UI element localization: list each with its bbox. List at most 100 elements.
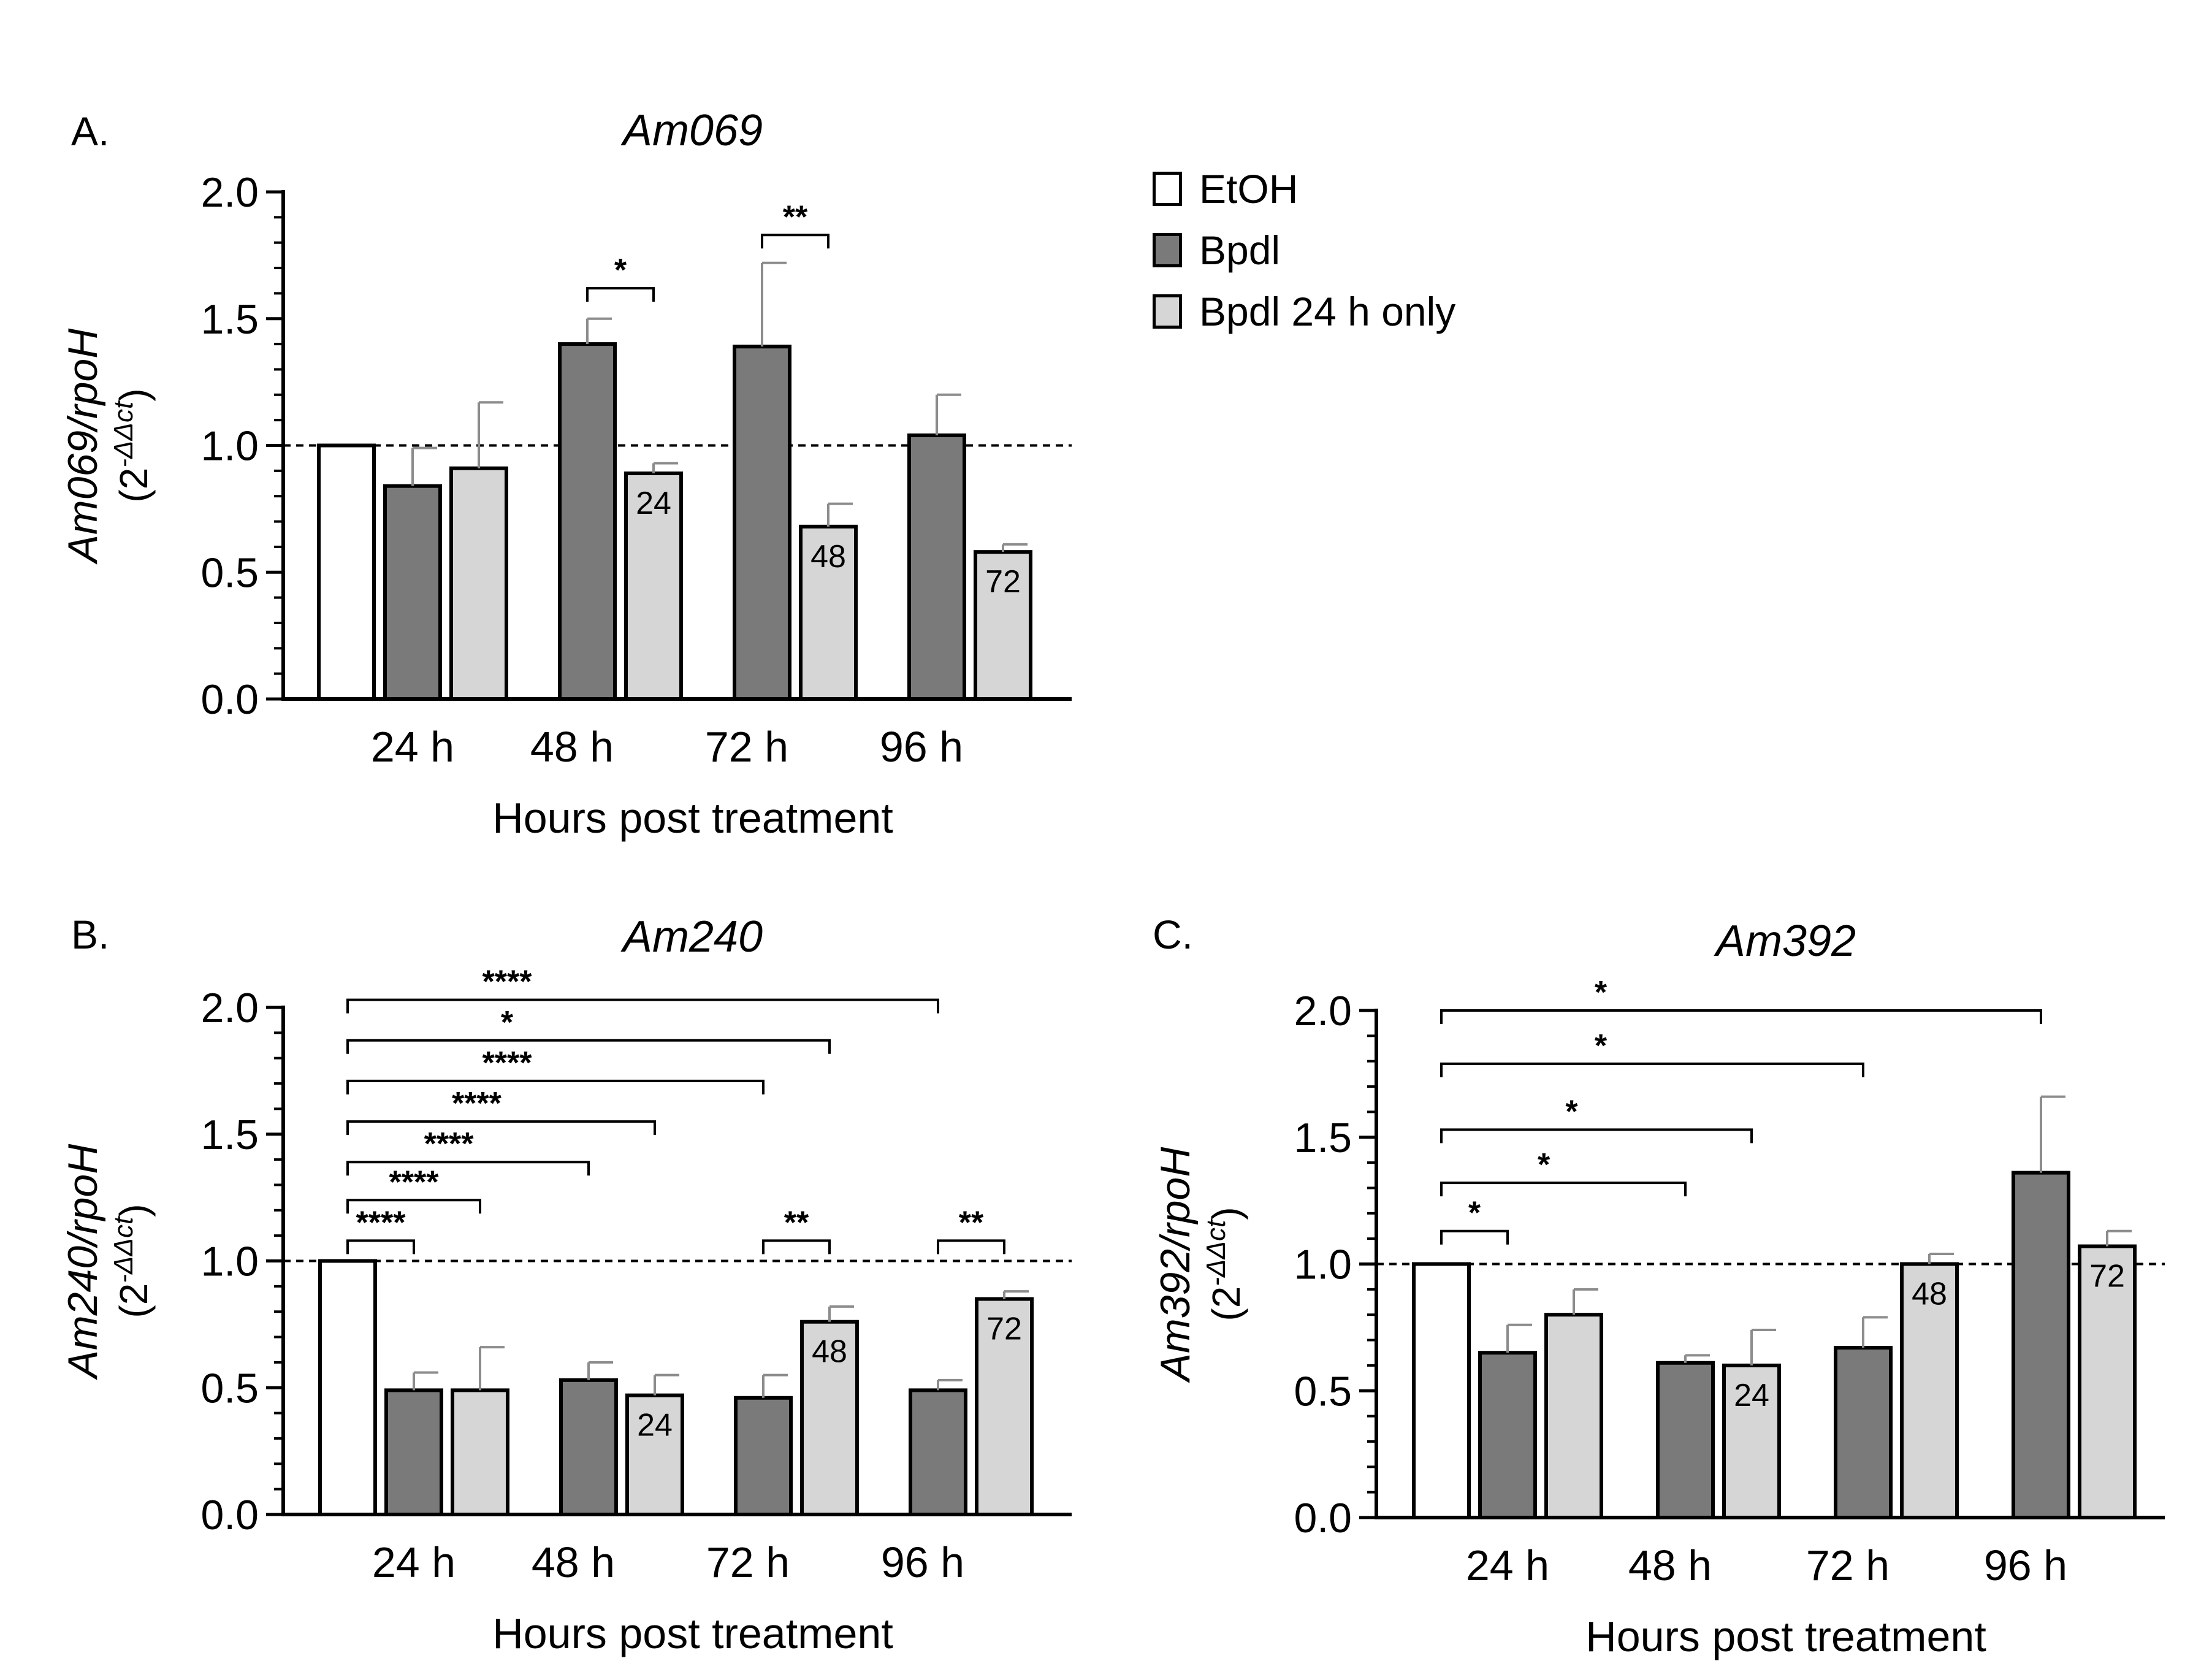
bar-label-b: 48 — [812, 1334, 847, 1370]
y-axis-sublabel-b: (2-ΔΔct) — [109, 1204, 156, 1318]
significance-bracket-b — [346, 1079, 765, 1094]
significance-label-b: **** — [424, 1126, 475, 1162]
chart-panel-c: Am392 Am392/rpoH (2-ΔΔct) 0.0 0.5 1.0 1.5 2.0 24… — [1152, 917, 2165, 1660]
significance-label-b: **** — [356, 1205, 406, 1240]
panel-label-c: C. — [1153, 912, 1193, 957]
y-tick-label-a: 2.0 — [200, 169, 259, 216]
chart-panel-a: Am069 Am069/rpoH (2-ΔΔct) 0.0 0.5 1.0 1.5 2.0 24… — [59, 106, 1072, 842]
chart-title-b: Am240 — [620, 912, 763, 961]
x-tick-label-a: 96 h — [880, 723, 963, 771]
x-tick-label-c: 48 h — [1628, 1541, 1712, 1589]
bar-label-c: 72 — [2089, 1259, 2125, 1294]
legend-item-bpdl24: Bpdl 24 h only — [1153, 281, 1455, 342]
y-tick-label-c: 1.5 — [1294, 1115, 1352, 1161]
significance-label-c: * — [1538, 1147, 1550, 1183]
legend-swatch-bpdl24 — [1153, 294, 1182, 329]
chart-title-a: Am069 — [620, 106, 763, 155]
y-axis-sublabel-c: (2-ΔΔct) — [1201, 1207, 1249, 1321]
x-tick-label-b: 72 h — [706, 1538, 790, 1586]
y-axis-sublabel-a: (2-ΔΔct) — [109, 388, 156, 502]
significance-bracket-a — [586, 287, 655, 302]
bar-c-bpdl24 — [1544, 1313, 1603, 1519]
panel-label-a: A. — [71, 109, 109, 154]
legend-swatch-etoh — [1153, 172, 1182, 206]
bar-b-bpdl — [559, 1378, 618, 1516]
significance-bracket-b — [346, 1199, 481, 1214]
x-tick-label-c: 24 h — [1466, 1541, 1549, 1589]
significance-bracket-c — [1440, 1229, 1509, 1245]
significance-bracket-c — [1440, 1128, 1753, 1144]
significance-bracket-b — [346, 1120, 656, 1136]
significance-bracket-b — [346, 1239, 415, 1255]
significance-label-c: * — [1595, 1028, 1608, 1064]
y-tick-label-b: 0.0 — [200, 1492, 259, 1538]
bar-c-etoh — [1412, 1262, 1471, 1519]
x-axis-label-a: Hours post treatment — [492, 794, 893, 842]
y-tick-label-b: 1.5 — [200, 1112, 259, 1158]
y-tick-label-a: 0.0 — [200, 676, 259, 723]
x-tick-label-b: 48 h — [532, 1538, 615, 1586]
y-tick-label-a: 1.5 — [200, 296, 259, 343]
bar-a-bpdl24 — [799, 524, 858, 701]
legend-label-bpdl: Bpdl — [1199, 227, 1281, 273]
legend: EtOH Bpdl Bpdl 24 h only — [1153, 158, 1455, 342]
x-tick-label-c: 96 h — [1984, 1541, 2067, 1589]
y-tick-label-b: 2.0 — [200, 985, 259, 1031]
x-tick-label-b: 96 h — [881, 1538, 964, 1586]
significance-label-b: ** — [784, 1205, 809, 1240]
legend-label-etoh: EtOH — [1199, 166, 1299, 212]
y-axis-label-a: Am069/rpoH — [59, 328, 106, 565]
significance-bracket-b — [346, 998, 939, 1014]
bar-c-bpdl — [2012, 1171, 2070, 1519]
legend-item-etoh: EtOH — [1153, 158, 1455, 220]
significance-bracket-c — [1440, 1062, 1864, 1077]
x-axis-label-b: Hours post treatment — [492, 1610, 893, 1657]
x-tick-label-c: 72 h — [1806, 1541, 1890, 1589]
bar-c-bpdl — [1834, 1345, 1893, 1520]
bar-b-etoh — [318, 1259, 377, 1516]
bar-b-bpdl — [384, 1388, 443, 1517]
x-tick-label-b: 24 h — [372, 1538, 456, 1586]
significance-label-c: * — [1468, 1196, 1481, 1231]
bar-c-bpdl — [1478, 1351, 1537, 1520]
y-tick-label-a: 0.5 — [200, 549, 259, 596]
x-tick-label-a: 72 h — [705, 723, 788, 771]
significance-bracket-c — [1440, 1182, 1687, 1197]
bar-a-bpdl24 — [974, 550, 1032, 701]
y-tick-label-a: 1.0 — [200, 423, 259, 470]
bar-label-a: 48 — [810, 539, 846, 575]
bar-a-bpdl — [907, 433, 966, 701]
significance-bracket-b — [937, 1239, 1005, 1255]
bar-c-bpdl24 — [1722, 1363, 1781, 1519]
panel-label-b: B. — [71, 912, 109, 957]
legend-label-bpdl24: Bpdl 24 h only — [1199, 289, 1456, 334]
bar-b-bpdl24 — [625, 1393, 684, 1517]
y-tick-label-b: 1.0 — [200, 1239, 259, 1285]
y-axis-label-b: Am240/rpoH — [59, 1144, 106, 1381]
significance-label-b: **** — [452, 1086, 502, 1121]
bar-a-bpdl — [558, 342, 617, 701]
bar-a-bpdl — [383, 484, 442, 701]
bar-a-etoh — [317, 443, 376, 701]
bar-c-bpdl24 — [1900, 1262, 1959, 1519]
bar-a-bpdl — [733, 345, 791, 701]
significance-bracket-a — [761, 234, 830, 249]
bar-label-a: 24 — [636, 486, 671, 521]
legend-item-bpdl: Bpdl — [1153, 220, 1455, 281]
chart-title-c: Am392 — [1714, 917, 1856, 966]
y-tick-label-c: 2.0 — [1294, 988, 1352, 1034]
y-tick-label-c: 0.5 — [1294, 1368, 1352, 1415]
significance-label-c: * — [1565, 1094, 1578, 1129]
significance-bracket-b — [762, 1239, 831, 1255]
significance-bracket-c — [1440, 1009, 2042, 1024]
significance-label-c: * — [1595, 975, 1608, 1010]
y-tick-label-c: 0.0 — [1294, 1495, 1352, 1541]
bar-b-bpdl24 — [800, 1320, 859, 1516]
significance-label-b: **** — [482, 964, 533, 1000]
x-axis-label-c: Hours post treatment — [1585, 1613, 1986, 1660]
bar-label-b: 24 — [637, 1408, 673, 1443]
significance-bracket-b — [346, 1161, 590, 1176]
chart-panel-b: Am240 Am240/rpoH (2-ΔΔct) 0.0 0.5 1.0 1.5 2.0 24… — [59, 912, 1072, 1657]
bar-b-bpdl — [909, 1388, 967, 1517]
